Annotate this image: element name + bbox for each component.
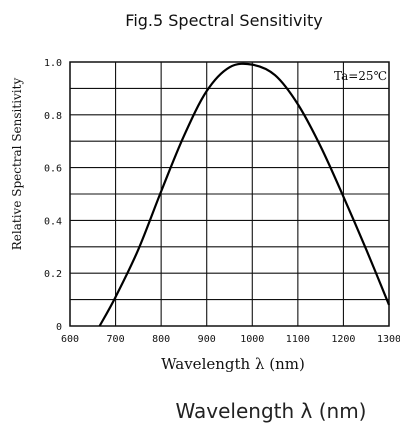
- x-tick-label: 900: [198, 334, 216, 345]
- y-tick-label: 1.0: [44, 58, 62, 69]
- curve-layer: [98, 62, 391, 327]
- x-tick-label: 700: [107, 334, 125, 345]
- chart-title: Fig.5 Spectral Sensitivity: [125, 11, 322, 30]
- x-tick-label: 1100: [286, 334, 310, 345]
- temperature-annotation: Ta=25℃: [334, 69, 387, 83]
- tick-labels: 600 700 800 900 1000 1100 1200 1300 0 0.2 0.4 0.6 0.…: [44, 58, 400, 345]
- x-tick-label: 600: [61, 334, 79, 345]
- y-tick-label: 0.8: [44, 111, 62, 122]
- y-tick-label: 0.6: [44, 164, 62, 175]
- plot-frame: [69, 61, 390, 327]
- y-tick-label: 0.4: [44, 216, 62, 227]
- grid: [69, 61, 390, 327]
- x-tick-label: 1000: [240, 334, 264, 345]
- y-tick-label: 0: [56, 322, 62, 333]
- x-axis-label: Wavelength λ (nm): [161, 355, 305, 373]
- annotation-box: [336, 63, 390, 87]
- y-tick-label: 0.2: [44, 269, 62, 280]
- caption-label: Wavelength λ (nm): [176, 399, 367, 423]
- y-axis-label: Relative Spectral Sensitivity: [10, 78, 24, 251]
- x-tick-label: 1300: [377, 334, 400, 345]
- sensitivity-curve: [98, 62, 391, 327]
- x-tick-label: 800: [152, 334, 170, 345]
- x-tick-label: 1200: [331, 334, 355, 345]
